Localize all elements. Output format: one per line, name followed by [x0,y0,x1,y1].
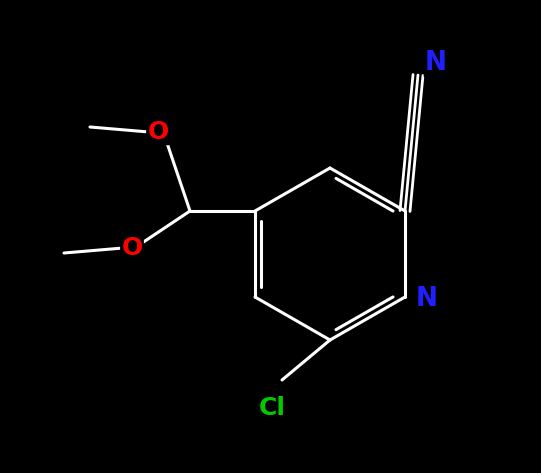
Text: N: N [425,50,447,76]
Text: Cl: Cl [259,396,286,420]
Text: O: O [147,120,169,144]
Text: O: O [121,236,143,260]
Text: N: N [416,286,438,312]
